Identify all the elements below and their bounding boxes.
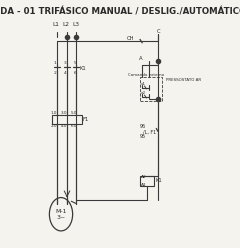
Text: 3~: 3~ <box>56 215 66 220</box>
Text: A2: A2 <box>140 175 146 179</box>
Text: 1.0: 1.0 <box>51 111 57 116</box>
Text: 5: 5 <box>73 61 76 65</box>
Text: 95: 95 <box>140 134 146 139</box>
Text: 3.0: 3.0 <box>60 111 67 116</box>
Text: L1: L1 <box>53 22 59 27</box>
Text: 6: 6 <box>73 71 76 75</box>
Text: M-1: M-1 <box>55 209 67 214</box>
Text: PRESSOSTATO AR: PRESSOSTATO AR <box>166 78 201 82</box>
Text: 96: 96 <box>140 124 146 129</box>
Text: K1: K1 <box>156 178 162 183</box>
Text: K1: K1 <box>79 66 86 71</box>
Text: 4.0: 4.0 <box>60 124 67 128</box>
Text: A1: A1 <box>140 183 146 187</box>
Text: 6.0: 6.0 <box>70 124 77 128</box>
Text: CH: CH <box>127 36 135 41</box>
Text: /L, F1: /L, F1 <box>143 130 156 135</box>
Text: A: A <box>138 56 142 61</box>
Text: L3: L3 <box>72 22 79 27</box>
Text: 1: 1 <box>54 61 56 65</box>
Text: 5.0: 5.0 <box>70 111 77 116</box>
Text: F1: F1 <box>82 117 89 122</box>
Text: 3: 3 <box>64 61 67 65</box>
Text: L2: L2 <box>63 22 70 27</box>
Text: PDA - 01 TRIFÁSICO MANUAL / DESLIG./AUTOMÁTICO: PDA - 01 TRIFÁSICO MANUAL / DESLIG./AUTO… <box>0 8 240 17</box>
Text: 4: 4 <box>64 71 67 75</box>
Text: Comando externo: Comando externo <box>128 73 164 77</box>
Text: C: C <box>157 29 160 34</box>
Text: 2.0: 2.0 <box>51 124 57 128</box>
Text: 2: 2 <box>54 71 56 75</box>
Text: x1: x1 <box>141 82 146 86</box>
Text: x2: x2 <box>141 91 146 95</box>
